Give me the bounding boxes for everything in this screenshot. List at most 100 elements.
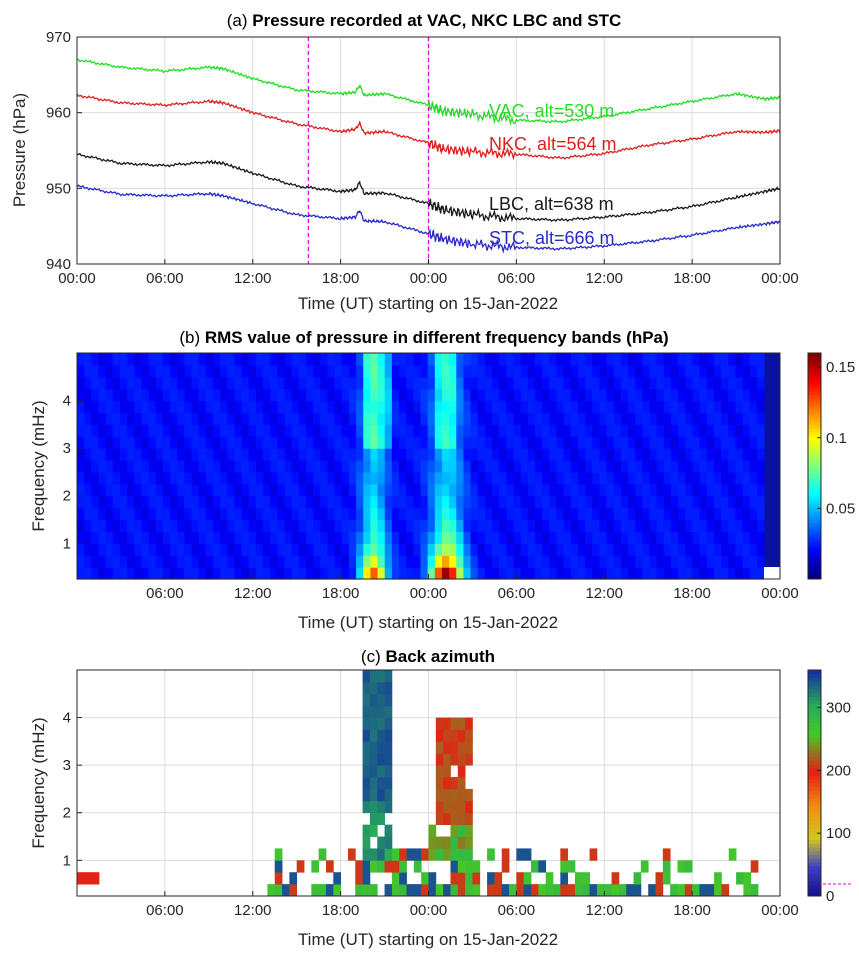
heatmap-cell [713, 400, 722, 414]
heatmap-cell [363, 353, 372, 366]
heatmap-cell [220, 436, 228, 449]
heatmap-cell [141, 543, 150, 556]
heatmap-cell [420, 460, 429, 473]
heatmap-cell [341, 353, 350, 366]
azimuth-cell [567, 860, 576, 873]
azimuth-cell [443, 848, 451, 861]
heatmap-cell [585, 412, 593, 425]
heatmap-cell [742, 448, 751, 461]
azimuth-cell [435, 836, 444, 849]
heatmap-cell [492, 483, 500, 497]
heatmap-cell [306, 471, 314, 485]
heatmap-cell [477, 364, 486, 378]
heatmap-cell [91, 412, 100, 425]
heatmap-cell [749, 531, 758, 544]
heatmap-cell [98, 471, 107, 485]
heatmap-cell [77, 460, 85, 473]
heatmap-cell [670, 483, 679, 497]
heatmap-cell [434, 460, 443, 473]
heatmap-cell [563, 555, 572, 568]
azimuth-cell [457, 812, 466, 826]
colorbar-segment [808, 764, 821, 769]
heatmap-cell [413, 376, 422, 390]
heatmap-cell [463, 424, 472, 437]
heatmap-cell [463, 400, 472, 414]
heatmap-cell [706, 388, 715, 402]
heatmap-cell [656, 567, 665, 580]
azimuth-cell [487, 848, 495, 861]
heatmap-cell [441, 555, 450, 568]
heatmap-cell [141, 507, 150, 521]
azimuth-cell [413, 848, 422, 861]
heatmap-cell [570, 436, 579, 449]
heatmap-cell [327, 531, 336, 544]
heatmap-cell [263, 471, 271, 485]
azimuth-cell [457, 729, 466, 742]
heatmap-cell [420, 555, 429, 568]
heatmap-cell [606, 567, 615, 580]
heatmap-cell [134, 353, 143, 366]
heatmap-cell [127, 483, 135, 497]
heatmap-cell [499, 436, 507, 449]
heatmap-cell [663, 519, 672, 533]
heatmap-cell [177, 376, 185, 390]
heatmap-cell [277, 555, 286, 568]
heatmap-cell [620, 388, 629, 402]
heatmap-cell [370, 460, 379, 473]
heatmap-cell [399, 507, 407, 521]
heatmap-cell [191, 495, 200, 509]
heatmap-cell [606, 400, 615, 414]
heatmap-cell [685, 543, 694, 556]
azimuth-cell [604, 884, 612, 897]
heatmap-cell [191, 519, 200, 533]
heatmap-cell [556, 376, 565, 390]
heatmap-cell [119, 519, 128, 533]
heatmap-cell [692, 507, 701, 521]
heatmap-cell [184, 364, 193, 378]
heatmap-cell [434, 483, 443, 497]
x-tick-label: 12:00 [585, 585, 623, 602]
heatmap-cell [270, 424, 278, 437]
heatmap-cell [592, 400, 601, 414]
heatmap-cell [499, 448, 507, 461]
heatmap-cell [642, 412, 651, 425]
heatmap-cell [520, 519, 529, 533]
heatmap-cell [678, 471, 686, 485]
azimuth-cell [369, 848, 378, 861]
azimuth-cell [457, 717, 466, 730]
colorbar-segment [808, 696, 821, 701]
azimuth-cell [465, 741, 473, 754]
heatmap-cell [635, 400, 643, 414]
colorbar-segment [808, 522, 821, 527]
heatmap-cell [499, 543, 507, 556]
azimuth-cell [428, 884, 437, 897]
x-tick-label: 06:00 [146, 585, 184, 602]
heatmap-cell [384, 400, 393, 414]
heatmap-cell [470, 460, 479, 473]
heatmap-cell [506, 483, 515, 497]
heatmap-cell [363, 376, 372, 390]
heatmap-cell [363, 519, 372, 533]
heatmap-cell [420, 567, 429, 580]
azimuth-cell [582, 872, 590, 885]
heatmap-cell [220, 448, 228, 461]
heatmap-cell [234, 519, 243, 533]
heatmap-cell [127, 495, 135, 509]
heatmap-cell [420, 353, 429, 366]
heatmap-cell [241, 353, 250, 366]
heatmap-cell [313, 460, 321, 473]
heatmap-cell [606, 495, 615, 509]
heatmap-cell [184, 507, 193, 521]
heatmap-cell [628, 555, 636, 568]
heatmap-cell [563, 495, 572, 509]
heatmap-cell [384, 376, 393, 390]
heatmap-cell [148, 567, 157, 580]
heatmap-cell [84, 436, 92, 449]
heatmap-cell [327, 400, 336, 414]
heatmap-cell [134, 543, 143, 556]
heatmap-cell [134, 376, 143, 390]
y-tick-label: 4 [63, 710, 71, 727]
azimuth-cell [369, 765, 378, 778]
heatmap-cell [112, 471, 121, 485]
